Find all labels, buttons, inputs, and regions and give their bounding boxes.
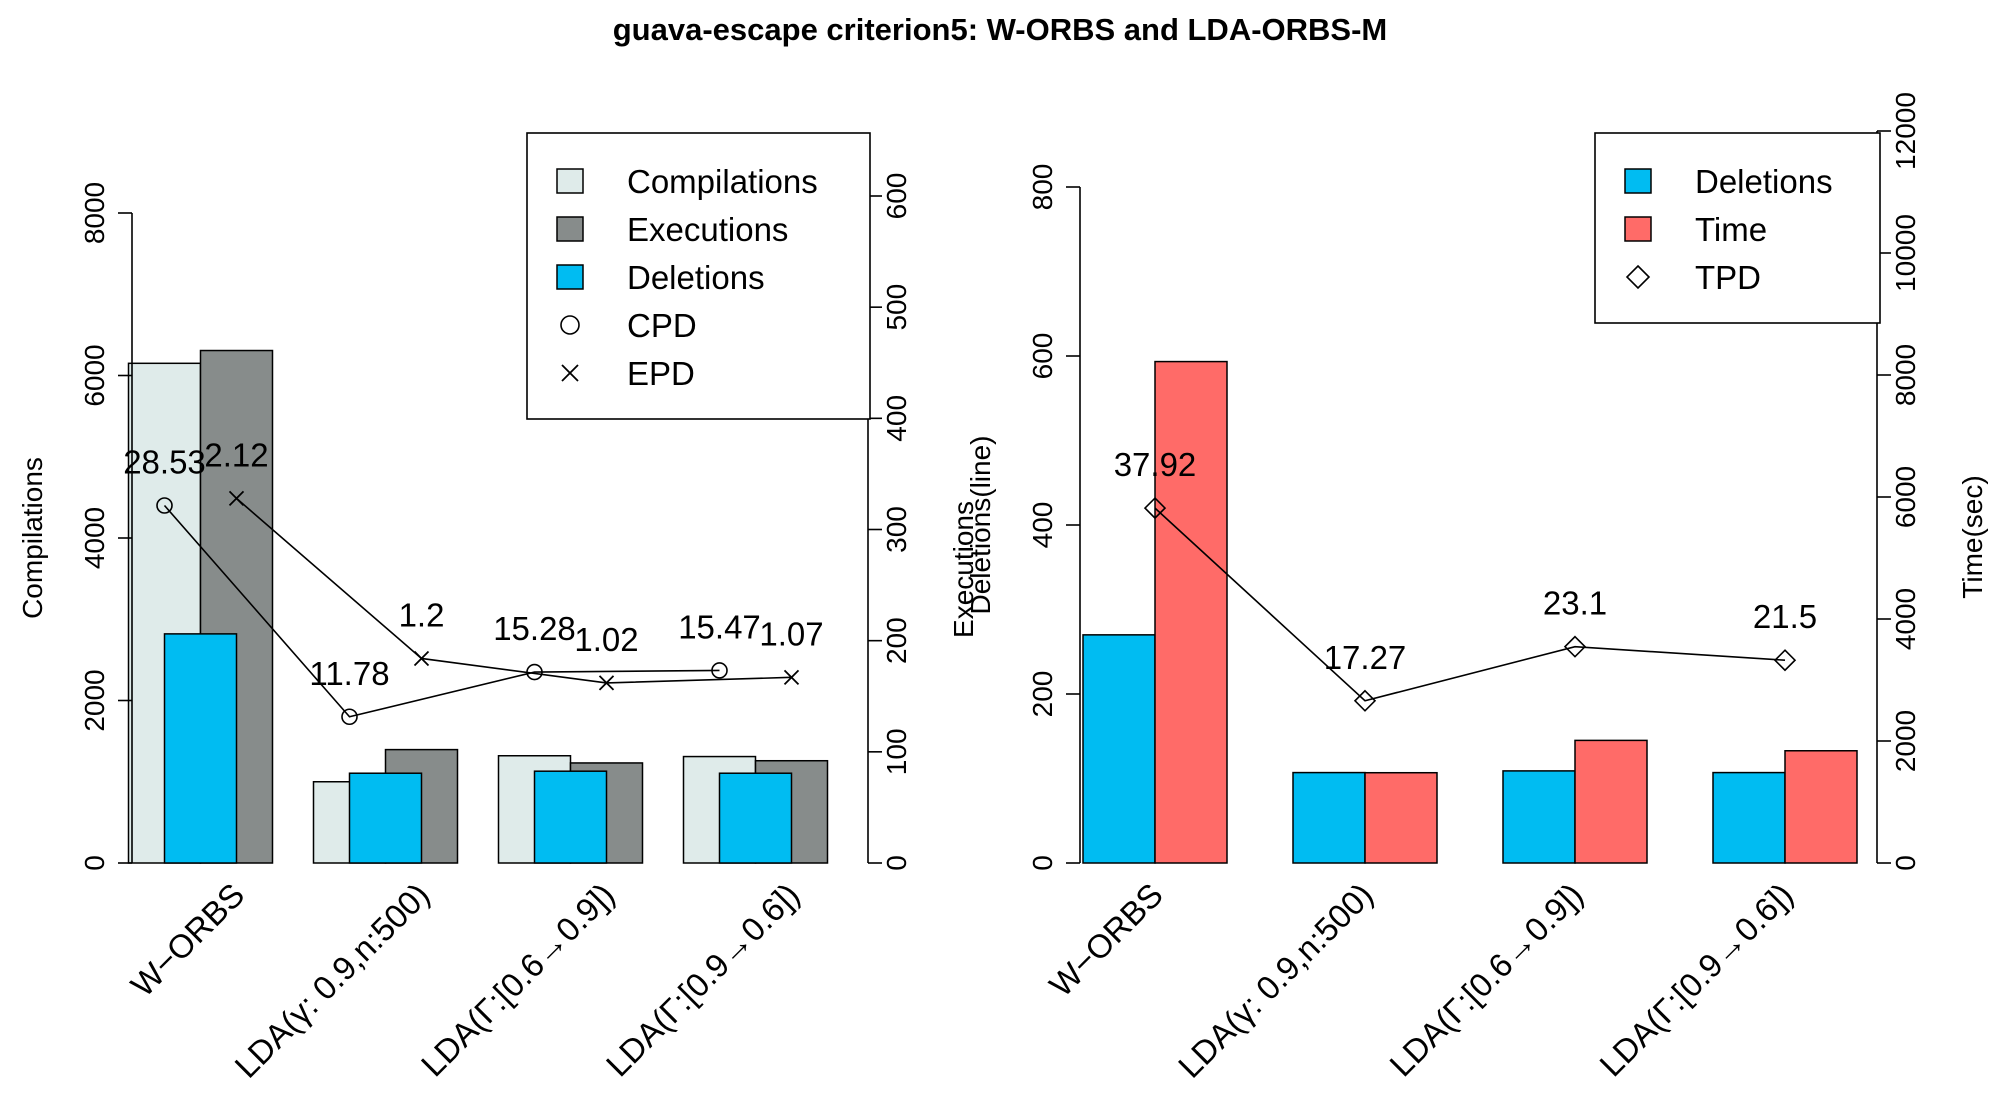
bar-deletions-2 [533,770,608,864]
left-tick-label-3: 6000 [79,344,110,406]
category-label-2: LDA(Γ:[0.6→0.9]) [414,876,622,1084]
marker-cpd-3 [711,662,728,679]
right-axis-title: Time(sec) [1957,475,1988,598]
label-epd-3: 1.07 [759,615,823,652]
legend-swatch-2 [1625,264,1651,290]
marker-tpd-2 [1563,635,1587,658]
legend: Deletions Time TPD [1594,132,1881,324]
legend: Compilations Executions Deletions CPD EPD [526,132,871,420]
right-tick-label-1: 100 [881,728,912,775]
label-tpd-3: 21.5 [1753,598,1817,635]
marker-cpd-0 [156,497,173,514]
legend-swatch-0 [1624,168,1652,194]
left-tick-label-2: 4000 [79,507,110,569]
right-tick-label-6: 600 [881,173,912,220]
bar-deletions-3 [718,772,793,864]
marker-tpd-0 [1143,496,1167,520]
legend-swatch-2 [556,264,584,290]
bar-deletions-2 [1502,770,1576,864]
chart-title: guava-escape criterion5: W-ORBS and LDA-… [613,12,1388,47]
legend-label-0: Compilations [627,163,818,200]
bar-deletions-1 [1292,771,1366,864]
marker-cpd-1 [341,708,358,726]
line-tpd [1154,507,1786,702]
legend-label-3: CPD [627,307,697,344]
right-axis-title: Executions [948,501,979,638]
left-tick-label-2: 400 [1027,502,1058,549]
category-label-1: LDA(γ: 0.9,n:500) [1171,876,1380,1085]
right-tick-label-3: 6000 [1890,466,1921,528]
marker-tpd-1 [1353,689,1377,712]
right-tick-label-2: 200 [881,617,912,664]
legend-swatch-0 [556,168,584,194]
label-cpd-2: 15.28 [493,610,576,647]
legend-box [526,132,871,420]
left-tick-label-0: 0 [1027,855,1058,871]
category-label-1: LDA(γ: 0.9,n:500) [227,876,436,1085]
category-label-3: LDA(Γ:[0.9→0.6]) [599,876,807,1084]
bar-time-0 [1154,360,1228,864]
legend-swatch-4 [561,364,579,382]
label-tpd-0: 37.92 [1114,446,1197,483]
line-epd [235,497,792,684]
marker-tpd-3 [1773,649,1797,672]
left-tick-label-0: 0 [79,855,110,871]
right-tick-label-4: 8000 [1890,344,1921,406]
left-tick-label-3: 600 [1027,333,1058,380]
left-axis-title: Deletions(line) [965,436,996,615]
bar-time-2 [1574,739,1648,864]
label-tpd-2: 23.1 [1543,585,1607,622]
right-tick-label-5: 500 [881,284,912,331]
bar-deletions-3 [1712,771,1786,864]
category-label-0: W−ORBS [1042,876,1170,1004]
legend-label-4: EPD [627,355,695,392]
label-epd-0: 2.12 [204,436,268,473]
category-label-3: LDA(Γ:[0.9→0.6]) [1592,876,1800,1084]
line-cpd [163,504,720,718]
bar-time-1 [1364,771,1438,864]
left-tick-label-4: 800 [1027,164,1058,211]
right-tick-label-0: 0 [1890,855,1921,871]
right-tick-label-2: 4000 [1890,588,1921,650]
label-tpd-1: 17.27 [1324,639,1407,676]
marker-epd-3 [783,669,800,685]
right-tick-label-6: 12000 [1890,92,1921,170]
legend-swatch-1 [556,216,584,242]
right-tick-label-1: 2000 [1890,710,1921,772]
right-panel: 37.92 17.27 23.1 21.5 0 200 400 600 800 Deletions… [965,92,1988,1085]
legend-label-1: Time [1695,211,1767,248]
left-tick-label-1: 200 [1027,671,1058,718]
right-tick-label-0: 0 [881,855,912,871]
legend-label-0: Deletions [1695,163,1833,200]
bar-deletions-1 [348,772,423,864]
marker-epd-1 [413,650,430,667]
right-tick-label-5: 10000 [1890,214,1921,292]
legend-label-1: Executions [627,211,788,248]
label-epd-1: 1.2 [399,596,445,633]
left-tick-label-1: 2000 [79,669,110,731]
left-tick-label-4: 8000 [79,182,110,244]
category-label-0: W−ORBS [123,876,251,1004]
legend-label-2: Deletions [627,259,765,296]
label-cpd-1: 11.78 [309,655,389,692]
bar-time-3 [1784,750,1858,864]
left-axis-title: Compilations [17,457,48,619]
legend-label-2: TPD [1695,259,1761,296]
bar-deletions-0 [1082,634,1156,864]
legend-swatch-1 [1624,216,1652,242]
bar-deletions-0 [163,633,238,864]
right-tick-label-4: 400 [881,395,912,442]
legend-swatch-3 [560,315,580,335]
right-tick-label-3: 300 [881,506,912,553]
category-label-2: LDA(Γ:[0.6→0.9]) [1382,876,1590,1084]
label-epd-2: 1.02 [574,621,638,658]
label-cpd-3: 15.47 [678,608,761,645]
marker-epd-0 [228,490,245,507]
marker-epd-2 [598,675,615,691]
label-cpd-0: 28.53 [123,444,206,481]
